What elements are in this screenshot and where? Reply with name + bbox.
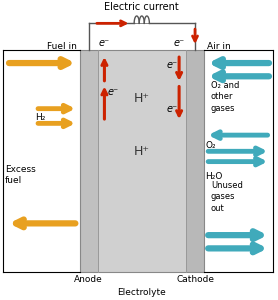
Text: H₂O: H₂O [205, 172, 223, 181]
Bar [98, 50, 186, 272]
Text: Fuel in: Fuel in [47, 42, 77, 51]
Text: Electrolyte: Electrolyte [117, 288, 166, 297]
Text: Air in: Air in [207, 42, 230, 51]
Text: e⁻: e⁻ [167, 59, 178, 70]
Text: O₂: O₂ [205, 141, 216, 150]
Text: Cathode: Cathode [176, 275, 214, 284]
Bar [80, 50, 98, 272]
Text: e⁻: e⁻ [173, 38, 185, 48]
Text: H⁺: H⁺ [134, 145, 150, 158]
Text: H⁺: H⁺ [134, 92, 150, 105]
Text: Unused
gases
out: Unused gases out [211, 181, 243, 213]
Text: H₂: H₂ [35, 113, 46, 122]
Bar [186, 50, 204, 272]
Text: Electric current: Electric current [105, 2, 179, 13]
Text: Excess
fuel: Excess fuel [5, 165, 36, 185]
Text: e⁻: e⁻ [107, 88, 118, 98]
Text: e⁻: e⁻ [167, 104, 178, 114]
Text: Anode: Anode [74, 275, 103, 284]
Text: O₂ and
other
gases: O₂ and other gases [211, 81, 239, 113]
Text: e⁻: e⁻ [99, 38, 110, 48]
